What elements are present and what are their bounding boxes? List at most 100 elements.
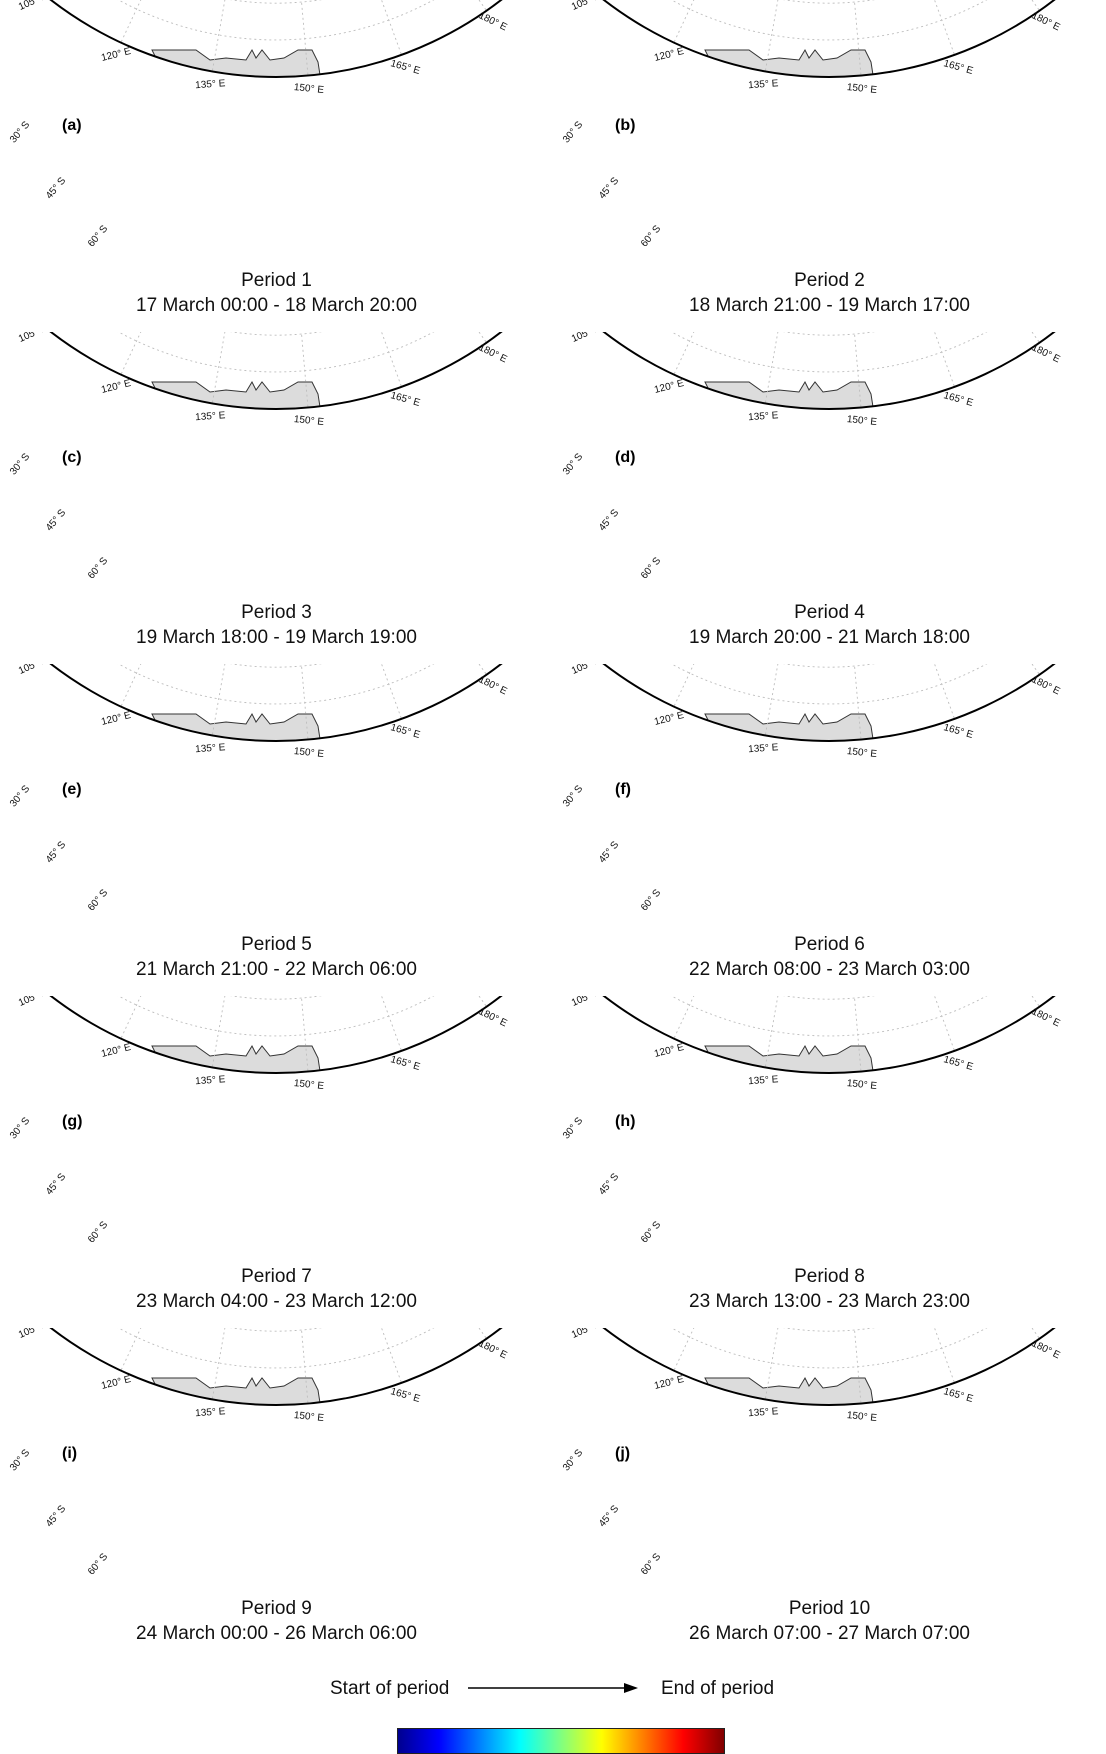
new-zealand-south-land xyxy=(887,154,931,198)
trajectory-line xyxy=(842,1452,937,1478)
latitude-label: 30° S xyxy=(561,119,585,145)
tasmania-land xyxy=(270,116,286,132)
longitude-label: 165° E xyxy=(942,1054,974,1073)
trajectory-line xyxy=(689,464,939,536)
trajectory-line xyxy=(677,464,939,548)
trajectory-line xyxy=(659,464,939,566)
meridian-line xyxy=(673,332,786,375)
trajectory-line xyxy=(228,130,378,172)
trajectory-line xyxy=(226,1454,380,1526)
meridian-line xyxy=(864,332,955,388)
meridian-line xyxy=(888,664,1040,675)
longitude-label: 135° E xyxy=(195,742,226,755)
longitude-label: 150° E xyxy=(293,1410,324,1424)
trajectory-group xyxy=(783,1438,937,1482)
australia-land xyxy=(151,1376,323,1405)
longitude-label: 120° E xyxy=(100,710,132,728)
period-title: Period 7 xyxy=(241,1266,312,1287)
antarctica-land xyxy=(711,212,891,268)
trajectory-line xyxy=(328,800,392,812)
trajectory-group xyxy=(683,1128,933,1236)
trajectory-line xyxy=(256,1454,380,1505)
trajectory-group xyxy=(312,1122,372,1146)
longitude-label: 135° E xyxy=(748,1406,779,1419)
trajectory-line xyxy=(244,1454,380,1512)
trajectory-line xyxy=(220,126,378,164)
trajectory-line xyxy=(340,1122,372,1146)
meridian-line xyxy=(888,1328,1040,1339)
trajectory-line xyxy=(707,464,939,518)
time-legend: Start of period End of period xyxy=(0,1668,1106,1754)
meridian-line xyxy=(888,0,1040,11)
longitude-label: 165° E xyxy=(942,1386,974,1405)
australia-land xyxy=(151,712,323,741)
australia-land xyxy=(151,380,323,409)
antarctica-land xyxy=(711,1208,891,1264)
period-dates: 19 March 20:00 - 21 March 18:00 xyxy=(689,627,970,648)
trajectory-line xyxy=(208,1454,380,1541)
latitude-label: 45° S xyxy=(44,1503,68,1529)
trajectory-line xyxy=(265,1454,380,1500)
trajectory-group xyxy=(320,796,392,824)
longitude-label: 180° E xyxy=(1030,1006,1062,1029)
period-title: Period 5 xyxy=(241,934,312,955)
latitude-label: 30° S xyxy=(561,1115,585,1141)
longitude-label: 120° E xyxy=(653,710,685,728)
period-dates: 21 March 21:00 - 22 March 06:00 xyxy=(136,959,417,980)
australia-land xyxy=(151,48,323,77)
trajectory-line xyxy=(737,464,939,488)
new-zealand-south-land xyxy=(334,486,378,530)
trajectory-line xyxy=(823,764,835,902)
trajectory-line xyxy=(238,1454,380,1516)
longitude-label: 135° E xyxy=(748,742,779,755)
latitude-label: 45° S xyxy=(597,839,621,865)
trajectory-line xyxy=(731,464,939,494)
trajectory-line xyxy=(773,452,939,466)
new-zealand-north-land xyxy=(925,1420,953,1480)
trajectory-line xyxy=(831,1451,937,1472)
trajectory-line xyxy=(807,1447,937,1464)
longitude-label: 135° E xyxy=(748,78,779,91)
longitude-label: 180° E xyxy=(1030,10,1062,33)
latitude-label: 45° S xyxy=(597,1171,621,1197)
panel-letter: (c) xyxy=(62,449,82,466)
parallel-line xyxy=(35,664,501,668)
meridian-line xyxy=(311,1328,402,1384)
trajectory-line xyxy=(326,801,392,808)
latitude-label: 45° S xyxy=(44,175,68,201)
period-dates: 18 March 21:00 - 19 March 17:00 xyxy=(689,295,970,316)
trajectory-line xyxy=(324,800,392,804)
latitude-label: 30° S xyxy=(8,1447,32,1473)
trajectory-line xyxy=(218,125,378,162)
trajectory-group xyxy=(823,764,835,902)
trajectory-line xyxy=(925,114,939,125)
trajectory-line xyxy=(261,1454,380,1502)
panel-letter: (g) xyxy=(62,1113,82,1130)
latitude-label: 45° S xyxy=(597,175,621,201)
meridian-line xyxy=(335,1328,487,1339)
longitude-label: 135° E xyxy=(195,1406,226,1419)
trajectory-line xyxy=(312,1136,372,1146)
longitude-label: 165° E xyxy=(389,1386,421,1405)
period-dates: 22 March 08:00 - 23 March 03:00 xyxy=(689,959,970,980)
longitude-label: 135° E xyxy=(195,1074,226,1087)
trajectory-line xyxy=(234,133,378,178)
latitude-label: 60° S xyxy=(86,555,110,581)
trajectory-line xyxy=(232,1454,380,1521)
longitude-label: 105° E xyxy=(17,996,49,1009)
trajectory-line xyxy=(236,134,378,180)
trajectory-line xyxy=(269,1454,380,1498)
trajectory-line xyxy=(725,464,939,500)
new-zealand-south-land xyxy=(334,154,378,198)
meridian-line xyxy=(888,996,1040,1007)
trajectory-line xyxy=(320,1132,372,1146)
longitude-label: 135° E xyxy=(748,1074,779,1087)
longitude-label: 165° E xyxy=(942,390,974,409)
meridian-line xyxy=(120,996,233,1039)
trajectory-line xyxy=(813,1448,937,1466)
